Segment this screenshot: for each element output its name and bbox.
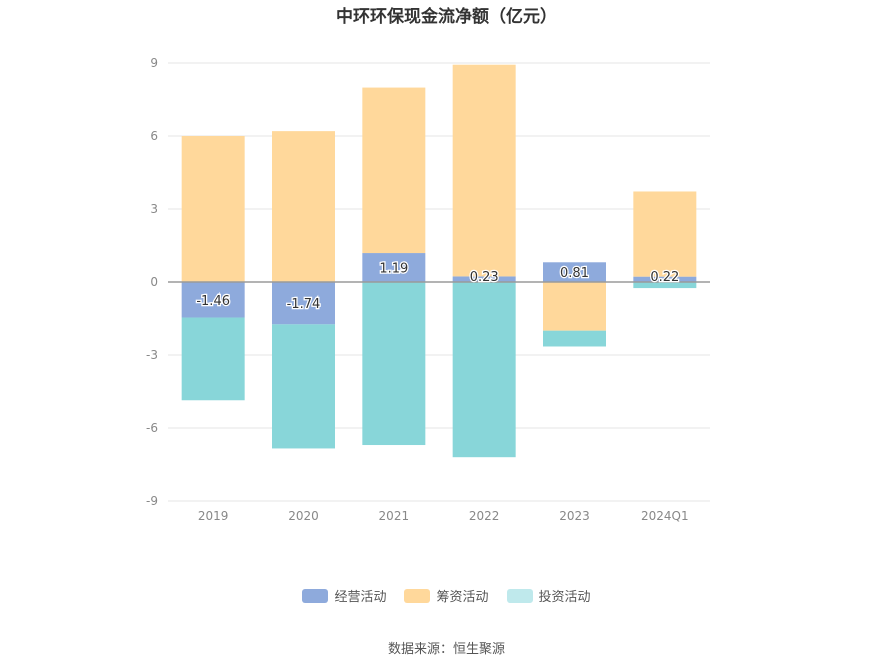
bar-investing-2019[interactable]	[181, 317, 245, 401]
legend-item-financing[interactable]: 筹资活动	[404, 586, 489, 605]
bar-investing-2023[interactable]	[543, 330, 606, 347]
legend-swatch-investing	[506, 588, 533, 603]
data-label-operating: 0.22	[650, 270, 679, 285]
bar-operating-2020[interactable]	[272, 282, 335, 325]
y-tick-label: 6	[150, 129, 158, 143]
bar-financing-2024Q1[interactable]	[633, 191, 697, 277]
data-source: 数据来源：恒生聚源	[387, 642, 505, 657]
bar-financing-2023[interactable]	[543, 282, 606, 331]
x-tick-label: 2019	[198, 509, 229, 523]
y-tick-label: 9	[150, 56, 158, 70]
bar-financing-2021[interactable]	[362, 87, 426, 254]
legend-label-financing: 筹资活动	[436, 590, 489, 605]
x-tick-label: 2020	[288, 509, 319, 523]
bar-financing-2019[interactable]	[181, 136, 245, 282]
y-tick-label: 0	[150, 275, 158, 289]
y-tick-label: 3	[150, 202, 158, 216]
bar-operating-2021[interactable]	[362, 253, 426, 282]
y-tick-label: -6	[146, 421, 158, 435]
bar-operating-2019[interactable]	[181, 282, 245, 318]
legend-swatch-financing	[404, 588, 431, 603]
bar-chart: 9 6 3 0 -3 -6 -9 2019 2020 2021 2022 2023 2024Q1 -1.4…	[146, 56, 710, 523]
bar-operating-2024Q1[interactable]	[633, 276, 697, 282]
data-label-operating: 0.81	[560, 266, 589, 281]
bar-investing-2020[interactable]	[272, 324, 335, 449]
chart-title: 中环环保现金流净额（亿元）	[336, 7, 557, 27]
data-label-operating: -1.46	[196, 294, 230, 309]
data-label-operating: 1.19	[379, 262, 408, 277]
bar-operating-2023[interactable]	[543, 262, 606, 282]
legend-item-investing[interactable]: 投资活动	[506, 586, 591, 605]
y-tick-label: -3	[146, 348, 158, 362]
bar-investing-2022[interactable]	[452, 282, 516, 458]
bar-financing-2020[interactable]	[272, 131, 335, 282]
bar-investing-2024Q1[interactable]	[633, 282, 697, 289]
x-tick-label: 2023	[559, 509, 590, 523]
legend: 经营活动 筹资活动 投资活动	[0, 586, 893, 605]
legend-label-investing: 投资活动	[538, 590, 591, 605]
bar-operating-2022[interactable]	[452, 276, 516, 282]
legend-item-operating[interactable]: 经营活动	[302, 586, 386, 605]
legend-label-operating: 经营活动	[334, 590, 387, 605]
bar-financing-2022[interactable]	[452, 64, 516, 277]
x-tick-label: 2022	[469, 509, 500, 523]
data-label-operating: -1.74	[287, 297, 321, 312]
x-tick-label: 2021	[379, 509, 410, 523]
data-label-operating: 0.23	[470, 270, 499, 285]
x-tick-label: 2024Q1	[641, 509, 689, 523]
legend-swatch-operating	[302, 588, 329, 603]
y-tick-label: -9	[146, 494, 158, 508]
bar-investing-2021[interactable]	[362, 282, 426, 446]
